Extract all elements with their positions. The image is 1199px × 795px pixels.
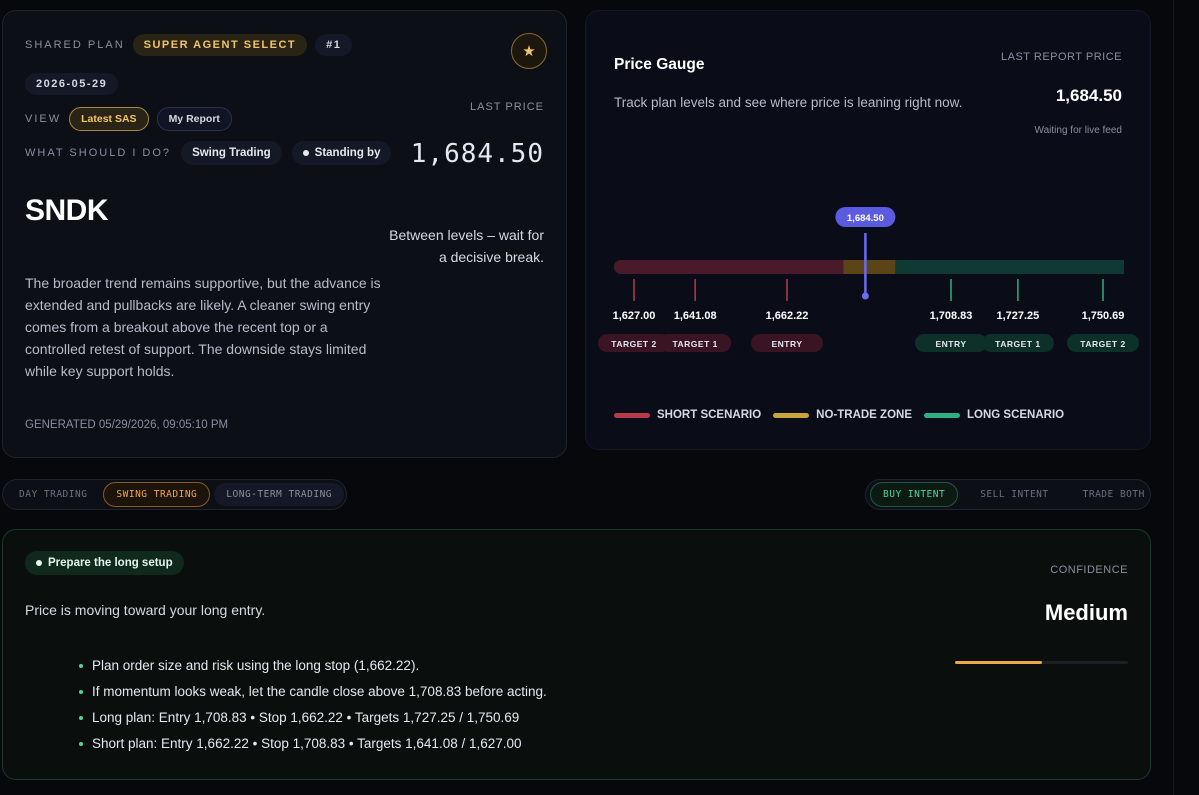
current-price-bubble — [835, 207, 896, 227]
no-trade-zone-segment — [843, 260, 896, 274]
level-price-label: 1,627.00 — [613, 310, 656, 322]
bullet-icon — [79, 690, 83, 694]
what-label: WHAT SHOULD I DO? — [25, 147, 172, 159]
guidance-text: Between levels – wait for a decisive bre… — [389, 227, 544, 265]
gauge-description: Track plan levels and see where price is… — [614, 95, 963, 110]
view-label: VIEW — [25, 113, 62, 125]
level-tag-label: TARGET 1 — [672, 339, 717, 349]
action-card: Prepare the long setup Price is moving t… — [2, 529, 1151, 780]
confidence-bar-fill — [955, 661, 1042, 664]
level-price-label: 1,641.08 — [674, 310, 717, 322]
legend-no-trade-label: NO-TRADE ZONE — [816, 409, 912, 421]
long-scenario-segment — [895, 260, 1124, 274]
plan-summary: The broader trend remains supportive, bu… — [25, 275, 381, 379]
gauge-title: Price Gauge — [614, 56, 705, 73]
rank-badge: #1 — [315, 34, 353, 56]
legend-long: LONG SCENARIO — [924, 409, 1064, 421]
horizon-tabs: DAY TRADING SWING TRADING LONG-TERM TRAD… — [2, 479, 347, 510]
level-price-label: 1,662.22 — [766, 310, 809, 322]
legend-long-swatch — [924, 412, 960, 418]
tab-long-term-trading[interactable]: LONG-TERM TRADING — [214, 483, 345, 506]
level-price-label: 1,708.83 — [930, 310, 973, 322]
level-tag-pill — [659, 334, 732, 352]
tab-swing-trading[interactable]: SWING TRADING — [103, 482, 211, 507]
plan-header-row: SHARED PLAN SUPER AGENT SELECT #1 — [25, 34, 353, 56]
shared-plan-label: SHARED PLAN — [25, 39, 125, 51]
scrollbar-track[interactable] — [1173, 0, 1174, 795]
current-price-label: 1,684.50 — [847, 213, 884, 224]
favorite-star-button[interactable]: ★ — [511, 33, 547, 69]
bullet-text: Plan order size and risk using the long … — [92, 658, 420, 673]
last-price-value: 1,684.50 — [410, 139, 544, 169]
view-latest-sas-button[interactable]: Latest SAS — [69, 107, 149, 131]
level-tag-pill — [981, 334, 1054, 352]
legend-no-trade-swatch — [773, 412, 810, 418]
level-tag-label: TARGET 1 — [995, 339, 1040, 349]
intent-tabs: BUY INTENT SELL INTENT TRADE BOTH — [865, 479, 1151, 510]
level-tag-label: TARGET 2 — [611, 339, 656, 349]
level-tag-pill — [598, 334, 670, 352]
level-tag-pill — [751, 334, 823, 352]
status-text: Standing by — [314, 147, 381, 159]
status-badge: Standing by — [291, 141, 392, 165]
action-bullets: Plan order size and risk using the long … — [79, 653, 547, 757]
short-scenario-segment — [614, 260, 902, 274]
generated-timestamp: GENERATED 05/29/2026, 09:05:10 PM — [25, 419, 229, 431]
view-my-report-button[interactable]: My Report — [156, 107, 232, 131]
setup-text: Prepare the long setup — [48, 557, 173, 569]
confidence-value: Medium — [1044, 600, 1128, 625]
ticker-symbol: SNDK — [25, 194, 109, 227]
list-item: Short plan: Entry 1,662.22 • Stop 1,708.… — [79, 731, 547, 757]
what-should-i-do-row: WHAT SHOULD I DO? Swing Trading Standing… — [25, 141, 392, 165]
level-tag-label: TARGET 2 — [1080, 339, 1125, 349]
level-price-label: 1,750.69 — [1082, 310, 1125, 322]
plan-date-badge: 2026-05-29 — [25, 73, 119, 95]
feed-status: Waiting for live feed — [1034, 125, 1122, 136]
last-report-price-label: LAST REPORT PRICE — [1001, 51, 1122, 63]
legend-long-label: LONG SCENARIO — [967, 409, 1065, 421]
bullet-icon — [79, 742, 83, 746]
legend-short-swatch — [614, 412, 650, 418]
status-dot-icon — [302, 149, 309, 156]
plan-card: SHARED PLAN SUPER AGENT SELECT #1 2026-0… — [2, 10, 567, 458]
setup-dot-icon — [36, 559, 42, 566]
level-tag-pill — [1067, 334, 1139, 352]
last-price-label: LAST PRICE — [470, 101, 544, 113]
agent-badge: SUPER AGENT SELECT — [132, 34, 308, 56]
action-headline: Price is moving toward your long entry. — [25, 602, 266, 618]
tab-day-trading[interactable]: DAY TRADING — [19, 489, 88, 500]
tab-sell-intent[interactable]: SELL INTENT — [980, 489, 1049, 500]
bullet-text: Long plan: Entry 1,708.83 • Stop 1,662.2… — [92, 710, 520, 725]
level-tag-pill — [915, 334, 987, 352]
bullet-text: If momentum looks weak, let the candle c… — [92, 684, 547, 699]
tab-buy-intent[interactable]: BUY INTENT — [870, 482, 959, 507]
confidence-bar — [955, 661, 1128, 664]
legend-no-trade: NO-TRADE ZONE — [773, 409, 912, 421]
list-item: If momentum looks weak, let the candle c… — [79, 679, 547, 705]
current-price-dot — [861, 292, 869, 300]
long-scenario-cap — [1110, 260, 1124, 274]
tab-trade-both[interactable]: TRADE BOTH — [1082, 489, 1145, 500]
level-price-label: 1,727.25 — [996, 310, 1039, 322]
bullet-icon — [79, 716, 83, 720]
price-gauge-card: Price Gauge Track plan levels and see wh… — [585, 10, 1151, 450]
star-icon: ★ — [522, 43, 536, 60]
legend-short: SHORT SCENARIO — [614, 409, 761, 421]
gauge-legend: SHORT SCENARIO NO-TRADE ZONE LONG SCENAR… — [614, 409, 1064, 421]
list-item: Long plan: Entry 1,708.83 • Stop 1,662.2… — [79, 705, 547, 731]
last-report-price-value: 1,684.50 — [1055, 86, 1122, 105]
setup-badge: Prepare the long setup — [25, 551, 184, 575]
level-tag-label: ENTRY — [772, 339, 803, 349]
level-tag-label: ENTRY — [936, 339, 967, 349]
bullet-icon — [79, 664, 83, 668]
legend-short-label: SHORT SCENARIO — [657, 409, 762, 421]
bullet-text: Short plan: Entry 1,662.22 • Stop 1,708.… — [92, 736, 522, 751]
view-selector: VIEW Latest SAS My Report — [25, 107, 232, 131]
confidence-label: CONFIDENCE — [1050, 564, 1128, 576]
price-gauge-chart: 1,627.00 TARGET 2 1,641.08 TARGET 1 1,662.22… — [598, 207, 1139, 352]
list-item: Plan order size and risk using the long … — [79, 653, 547, 679]
trading-mode-badge: Swing Trading — [181, 141, 282, 165]
